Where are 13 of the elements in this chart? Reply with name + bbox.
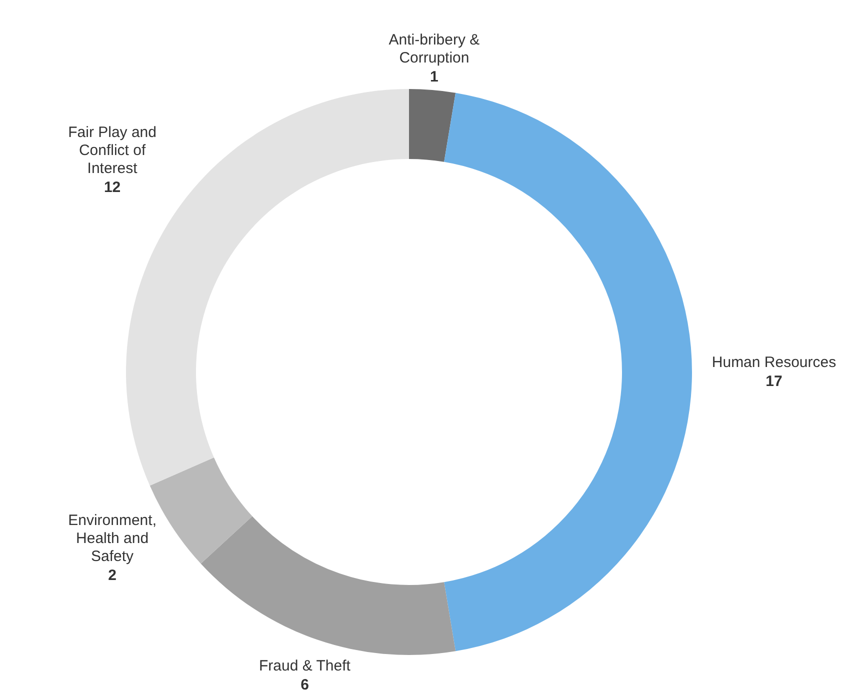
slice-label: Fair Play and Conflict of Interest (68, 124, 156, 178)
donut-slice (200, 516, 456, 655)
data-label: 17 (766, 373, 782, 390)
slice-label: Fraud & Theft (259, 658, 352, 675)
data-label: 6 (300, 676, 309, 694)
data-label: 2 (108, 566, 116, 584)
data-label: 1 (430, 68, 438, 86)
slice-label: Environment, Health and Safety (68, 512, 156, 565)
slice-label: Human Resources (712, 354, 836, 371)
donut-slice (409, 89, 456, 162)
data-label: 12 (104, 179, 121, 196)
donut-slice (444, 92, 692, 652)
slice-label: Anti-bribery & Corruption (388, 32, 480, 67)
